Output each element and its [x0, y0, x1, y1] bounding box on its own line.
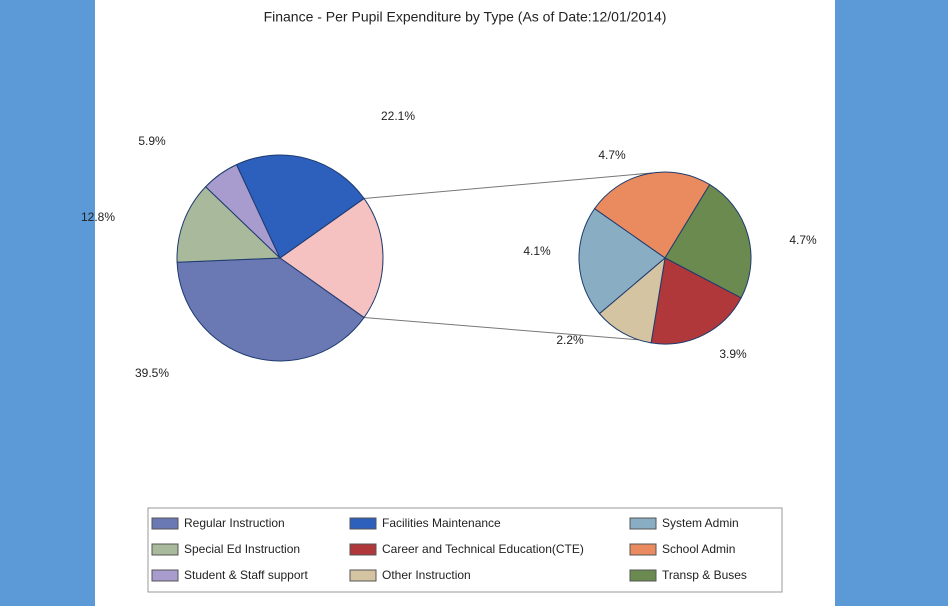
legend-swatch: [349, 517, 377, 530]
legend-swatch: [349, 569, 377, 582]
legend-label: Transp & Buses: [662, 568, 747, 582]
data-label: 39.5%: [135, 366, 169, 380]
pie-slice: [593, 171, 711, 259]
legend-label: Special Ed Instruction: [184, 542, 300, 556]
legend-label: Student & Staff support: [184, 568, 309, 582]
legend-swatch: [629, 517, 657, 530]
data-label: 4.1%: [523, 244, 551, 258]
data-label: 4.7%: [598, 148, 626, 162]
legend-swatch: [349, 543, 377, 556]
pie-slice: [176, 186, 282, 263]
data-label: 5.9%: [138, 134, 166, 148]
chart-title: Finance - Per Pupil Expenditure by Type …: [264, 9, 667, 25]
legend-label: Facilities Maintenance: [382, 516, 501, 530]
pie-slice: [650, 257, 742, 345]
connector-line: [364, 317, 639, 341]
data-label: 12.8%: [81, 210, 115, 224]
data-label: 2.2%: [556, 333, 584, 347]
legend-swatch: [151, 517, 179, 530]
data-label: 4.7%: [789, 233, 817, 247]
legend-label: Other Instruction: [382, 568, 471, 582]
legend-swatch: [629, 543, 657, 556]
legend: [147, 507, 783, 593]
legend-swatch: [629, 569, 657, 582]
legend-swatch: [151, 543, 179, 556]
legend-label: Regular Instruction: [184, 516, 285, 530]
pie-slice: [578, 207, 666, 315]
other-slice: [279, 197, 384, 319]
data-label: 22.1%: [381, 109, 415, 123]
legend-swatch: [151, 569, 179, 582]
pie-slice: [176, 257, 365, 362]
legend-label: System Admin: [662, 516, 739, 530]
legend-label: Career and Technical Education(CTE): [382, 542, 584, 556]
data-label: 3.9%: [719, 347, 747, 361]
pie-slice: [235, 154, 365, 259]
connector-line: [364, 172, 654, 199]
pie-slice: [664, 183, 752, 299]
legend-label: School Admin: [662, 542, 735, 556]
